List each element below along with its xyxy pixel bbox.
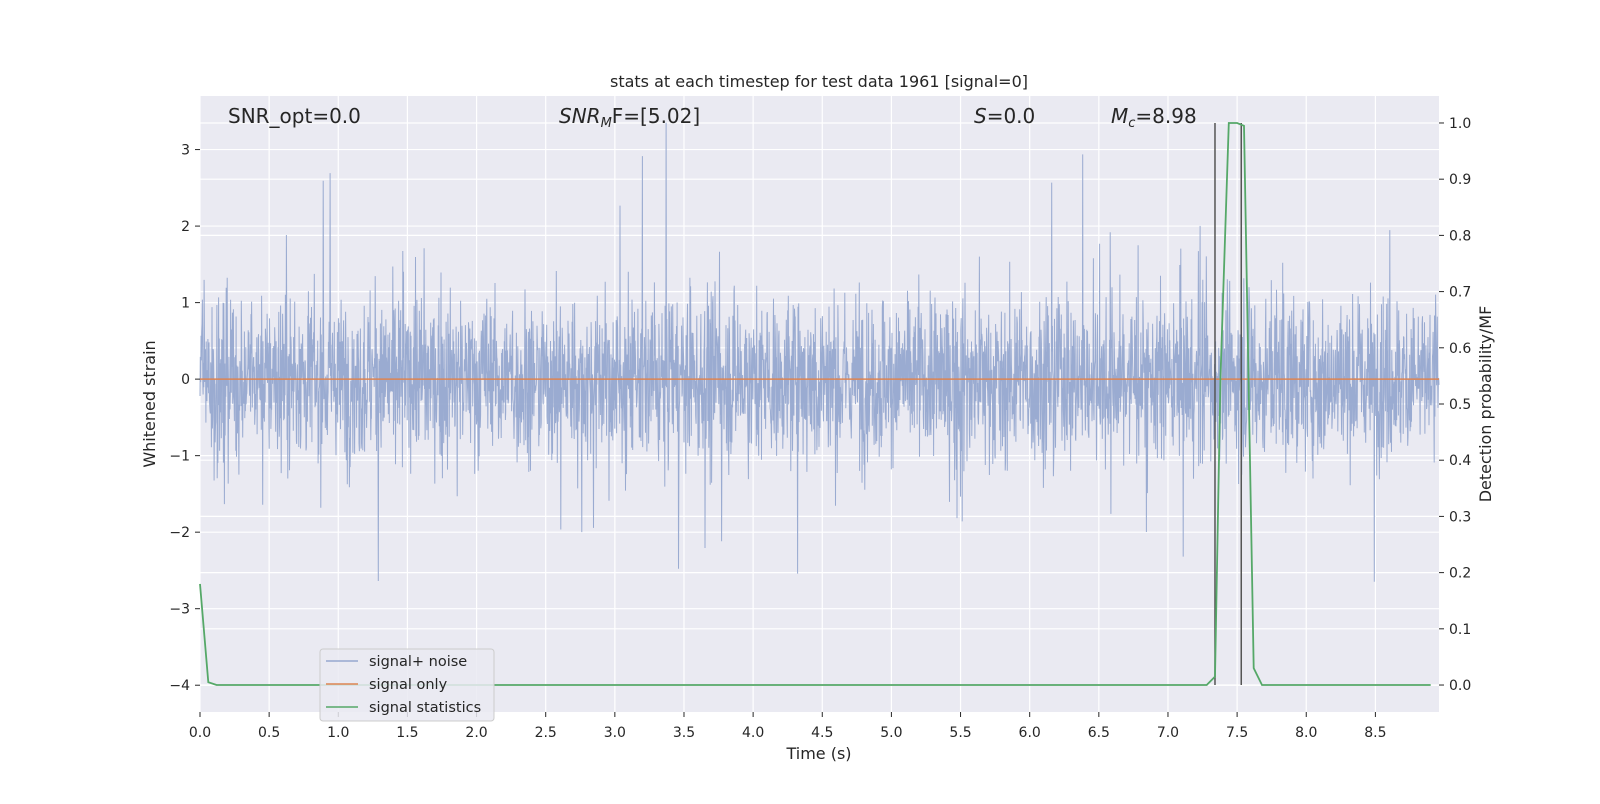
snr-mf-annotation: SNRMF=[5.02] bbox=[559, 104, 700, 131]
vertical-markers bbox=[1214, 122, 1243, 686]
signal-noise-line bbox=[199, 122, 1440, 582]
y-tick-label-right: 0.2 bbox=[1449, 566, 1471, 582]
legend-label-noise: signal+ noise bbox=[369, 654, 467, 670]
y-tick-label-left: −2 bbox=[169, 525, 190, 541]
y-axis-label-right: Detection probability/MF bbox=[1476, 306, 1495, 503]
x-tick-label: 6.5 bbox=[1088, 725, 1110, 741]
x-tick-label: 4.0 bbox=[742, 725, 764, 741]
legend: signal+ noise signal only signal statist… bbox=[319, 648, 495, 722]
snr-mf-rest: F=[5.02] bbox=[612, 104, 700, 128]
mc-base: M bbox=[1111, 104, 1128, 128]
legend-label-signal-only: signal only bbox=[369, 677, 448, 693]
chart-title: stats at each timestep for test data 196… bbox=[610, 72, 1028, 91]
y-tick-label-left: 3 bbox=[181, 143, 190, 159]
y-tick-label-left: 0 bbox=[181, 372, 190, 388]
y-tick-label-left: 2 bbox=[181, 219, 190, 235]
y-tick-label-right: 0.1 bbox=[1449, 622, 1471, 638]
y-tick-label-right: 0.6 bbox=[1449, 341, 1471, 357]
y-tick-label-left: −4 bbox=[169, 678, 190, 694]
s-rest: =0.0 bbox=[987, 104, 1036, 128]
y-tick-label-right: 0.3 bbox=[1449, 509, 1471, 525]
y-ticks-left: 3 2 1 0 −1 −2 −3 −4 bbox=[169, 143, 200, 694]
signal-noise-series bbox=[199, 122, 1440, 582]
x-axis-label: Time (s) bbox=[785, 744, 851, 763]
legend-box bbox=[319, 648, 495, 722]
signal-statistics-series bbox=[199, 122, 1431, 686]
y-tick-label-right: 1.0 bbox=[1449, 116, 1471, 132]
y-tick-label-left: −3 bbox=[169, 602, 190, 618]
x-tick-label: 0.0 bbox=[189, 725, 211, 741]
snr-opt-annotation: SNR_opt=0.0 bbox=[228, 104, 361, 128]
x-tick-label: 8.5 bbox=[1364, 725, 1386, 741]
y-tick-label-right: 0.0 bbox=[1449, 678, 1471, 694]
y-tick-label-right: 0.7 bbox=[1449, 285, 1471, 301]
mc-sub: c bbox=[1128, 116, 1135, 131]
x-tick-label: 4.5 bbox=[811, 725, 833, 741]
x-tick-label: 7.5 bbox=[1226, 725, 1248, 741]
y-axis-label-left: Whitened strain bbox=[140, 340, 159, 467]
s-base: S bbox=[974, 104, 987, 128]
x-tick-label: 1.5 bbox=[396, 725, 418, 741]
y-tick-label-right: 0.4 bbox=[1449, 453, 1471, 469]
x-tick-label: 0.5 bbox=[258, 725, 280, 741]
x-tick-label: 3.5 bbox=[673, 725, 695, 741]
y-tick-label-right: 0.9 bbox=[1449, 172, 1471, 188]
x-tick-label: 2.0 bbox=[465, 725, 487, 741]
x-tick-label: 2.5 bbox=[535, 725, 557, 741]
y-tick-label-left: −1 bbox=[169, 449, 190, 465]
x-tick-label: 3.0 bbox=[604, 725, 626, 741]
y-tick-label-right: 0.8 bbox=[1449, 228, 1471, 244]
y-tick-label-right: 0.5 bbox=[1449, 397, 1471, 413]
y-tick-label-left: 1 bbox=[181, 296, 190, 312]
x-tick-label: 6.0 bbox=[1019, 725, 1041, 741]
x-tick-label: 5.0 bbox=[880, 725, 902, 741]
x-tick-label: 1.0 bbox=[327, 725, 349, 741]
legend-label-signal-statistics: signal statistics bbox=[369, 700, 481, 716]
snr-mf-sub: M bbox=[601, 116, 612, 131]
signal-statistics-line bbox=[199, 122, 1431, 686]
x-tick-label: 7.0 bbox=[1157, 725, 1179, 741]
snr-mf-base: SNR bbox=[559, 104, 601, 128]
mc-annotation: Mc=8.98 bbox=[1111, 104, 1197, 131]
mc-rest: =8.98 bbox=[1135, 104, 1196, 128]
s-annotation: S=0.0 bbox=[974, 104, 1035, 128]
x-tick-label: 5.5 bbox=[949, 725, 971, 741]
y-ticks-right: 1.0 0.9 0.8 0.7 0.6 0.5 0.4 0.3 0.2 0.1 0.0 bbox=[1439, 116, 1471, 694]
x-tick-label: 8.0 bbox=[1295, 725, 1317, 741]
x-ticks: 0.0 0.5 1.0 1.5 2.0 2.5 3.0 3.5 4.0 4.5 5.0 5.5 6.0 6… bbox=[189, 712, 1387, 741]
